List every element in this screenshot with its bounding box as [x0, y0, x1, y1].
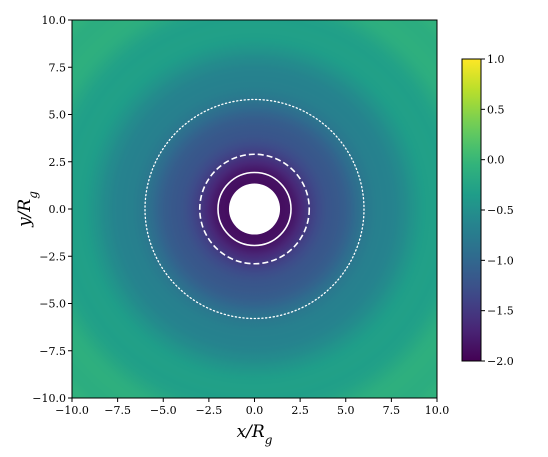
x-tick-label: 0.0: [246, 404, 264, 417]
circle-r6: [144, 98, 365, 320]
circle-r2: [217, 171, 292, 247]
x-tick-label: 2.5: [291, 404, 309, 417]
x-axis-label: x/Rg: [237, 422, 273, 447]
circle-r3: [198, 153, 311, 265]
y-tick-label: 10.0: [42, 14, 67, 27]
x-tick-label: −7.5: [104, 404, 131, 417]
x-tick-label: 10.0: [425, 404, 450, 417]
colorbar-tick-label: −1.5: [487, 305, 514, 318]
colorbar-ticks: 1.0 0.5 0.0 −0.5 −1.0 −1.5 −2.0: [481, 53, 514, 368]
excised-region: [228, 183, 281, 235]
x-tick-label: 5.0: [337, 404, 355, 417]
colorbar-tick-label: 0.5: [487, 103, 505, 116]
y-tick-label: −7.5: [39, 345, 66, 358]
colorbar-tick-label: 1.0: [487, 53, 505, 66]
y-axis-ticks: 10.0 7.5 5.0 2.5 0.0 −2.5 −5.0 −7.5 −10.0: [32, 14, 72, 405]
y-tick-label: −5.0: [39, 298, 66, 311]
colorbar-tick-label: 0.0: [487, 154, 505, 167]
y-tick-label: −10.0: [32, 392, 66, 405]
x-tick-label: 7.5: [383, 404, 401, 417]
x-axis-ticks: −10.0 −7.5 −5.0 −2.5 0.0 2.5 5.0 7.5 10.0: [55, 398, 449, 417]
colorbar-gradient-bar: [462, 59, 481, 361]
x-tick-label: −5.0: [150, 404, 177, 417]
y-tick-label: 5.0: [49, 109, 67, 122]
y-axis-label: y/Rg: [15, 191, 40, 228]
heatmap-plot: −10.0 −7.5 −5.0 −2.5 0.0 2.5 5.0 7.5 10.0 10.0 7.…: [15, 14, 449, 447]
x-tick-label: −2.5: [196, 404, 223, 417]
contour-circles: [144, 98, 365, 320]
colorbar-tick-label: −0.5: [487, 204, 514, 217]
x-tick-label: −10.0: [55, 404, 89, 417]
y-tick-label: −2.5: [39, 250, 66, 263]
colorbar: 1.0 0.5 0.0 −0.5 −1.0 −1.5 −2.0: [461, 53, 514, 368]
y-tick-label: 0.0: [49, 203, 67, 216]
colorbar-tick-label: −1.0: [487, 254, 514, 267]
y-tick-label: 7.5: [49, 61, 67, 74]
y-tick-label: 2.5: [49, 156, 67, 169]
colorbar-tick-label: −2.0: [487, 355, 514, 368]
